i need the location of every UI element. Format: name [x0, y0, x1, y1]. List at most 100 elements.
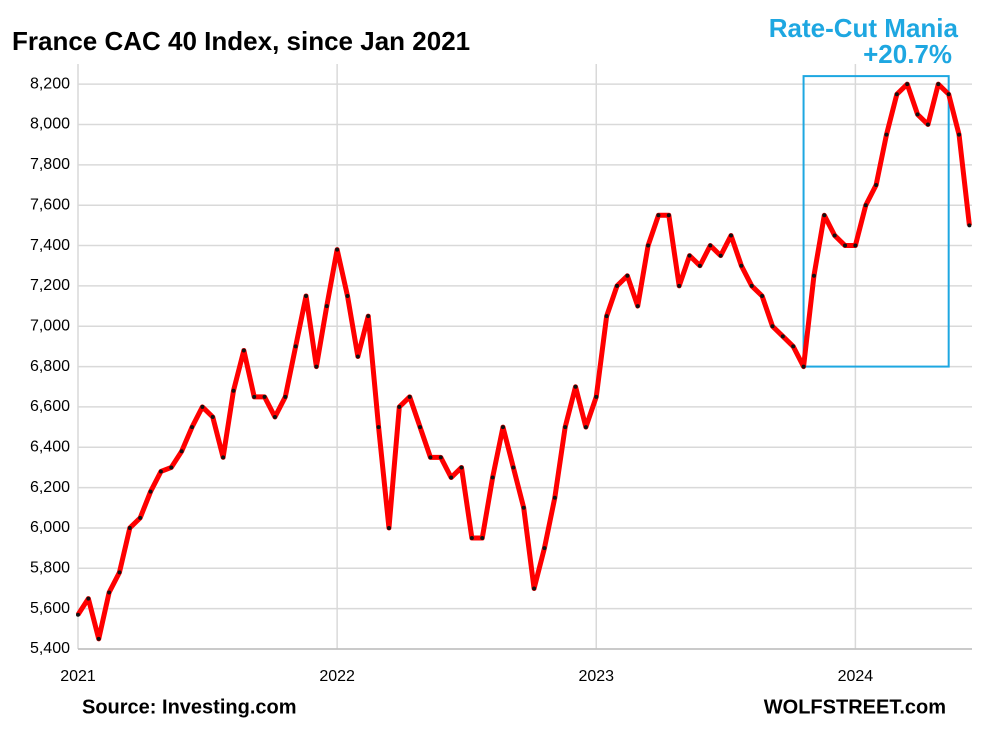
- point: [252, 394, 257, 399]
- point: [127, 525, 132, 530]
- point: [490, 475, 495, 480]
- point: [158, 469, 163, 474]
- point: [760, 293, 765, 298]
- y-tick-label: 8,200: [30, 75, 70, 92]
- point: [293, 344, 298, 349]
- point: [438, 455, 443, 460]
- point: [967, 223, 972, 228]
- point: [708, 243, 713, 248]
- point: [905, 82, 910, 87]
- point: [314, 364, 319, 369]
- point: [304, 293, 309, 298]
- point: [573, 384, 578, 389]
- point: [884, 132, 889, 137]
- point: [532, 586, 537, 591]
- point: [863, 203, 868, 208]
- point: [594, 394, 599, 399]
- point: [957, 132, 962, 137]
- point: [480, 536, 485, 541]
- point: [107, 590, 112, 595]
- x-tick-label: 2021: [60, 668, 96, 685]
- y-tick-label: 6,000: [30, 519, 70, 536]
- annotation-change: +20.7%: [863, 39, 952, 69]
- point: [407, 394, 412, 399]
- point: [853, 243, 858, 248]
- point: [874, 183, 879, 188]
- point: [169, 465, 174, 470]
- point: [936, 82, 941, 87]
- point: [500, 425, 505, 430]
- point: [469, 536, 474, 541]
- point: [117, 570, 122, 575]
- point: [666, 213, 671, 218]
- point: [241, 348, 246, 353]
- x-tick-label: 2022: [319, 668, 355, 685]
- point: [386, 525, 391, 530]
- point: [179, 449, 184, 454]
- point: [583, 425, 588, 430]
- point: [894, 92, 899, 97]
- y-tick-label: 6,400: [30, 438, 70, 455]
- point: [418, 425, 423, 430]
- point: [843, 243, 848, 248]
- annotation: Rate-Cut Mania: [769, 13, 959, 43]
- y-tick-label: 7,600: [30, 196, 70, 213]
- point: [604, 314, 609, 319]
- point: [511, 465, 516, 470]
- point: [459, 465, 464, 470]
- point: [366, 314, 371, 319]
- point: [542, 546, 547, 551]
- point: [231, 388, 236, 393]
- point: [76, 612, 80, 617]
- y-tick-label: 5,400: [30, 640, 70, 657]
- x-tick-label: 2023: [578, 668, 614, 685]
- point: [656, 213, 661, 218]
- y-tick-label: 7,200: [30, 277, 70, 294]
- point: [946, 92, 951, 97]
- point: [324, 304, 329, 309]
- point: [811, 273, 816, 278]
- y-tick-label: 6,800: [30, 358, 70, 375]
- y-tick-label: 6,200: [30, 479, 70, 496]
- point: [677, 283, 682, 288]
- point: [148, 489, 153, 494]
- point: [770, 324, 775, 329]
- point: [625, 273, 630, 278]
- point: [614, 283, 619, 288]
- point: [376, 425, 381, 430]
- point: [262, 394, 267, 399]
- point: [355, 354, 360, 359]
- y-tick-label: 7,800: [30, 156, 70, 173]
- point: [925, 122, 930, 127]
- y-tick-label: 5,800: [30, 560, 70, 577]
- y-tick-label: 5,600: [30, 600, 70, 617]
- y-tick-label: 7,000: [30, 317, 70, 334]
- y-tick-label: 7,400: [30, 237, 70, 254]
- y-tick-label: 8,000: [30, 116, 70, 133]
- credit: WOLFSTREET.com: [764, 696, 946, 718]
- point: [210, 415, 215, 420]
- point: [822, 213, 827, 218]
- point: [335, 247, 340, 252]
- point: [729, 233, 734, 238]
- point: [96, 636, 101, 641]
- point: [635, 304, 640, 309]
- point: [272, 415, 277, 420]
- point: [449, 475, 454, 480]
- point: [915, 112, 920, 117]
- point: [739, 263, 744, 268]
- point: [801, 364, 806, 369]
- point: [221, 455, 226, 460]
- point: [200, 404, 205, 409]
- point: [428, 455, 433, 460]
- point: [345, 293, 350, 298]
- point: [86, 596, 91, 601]
- point: [521, 505, 526, 510]
- point: [780, 334, 785, 339]
- point: [190, 425, 195, 430]
- source: Source: Investing.com: [82, 696, 297, 718]
- point: [697, 263, 702, 268]
- point: [832, 233, 837, 238]
- point: [397, 404, 402, 409]
